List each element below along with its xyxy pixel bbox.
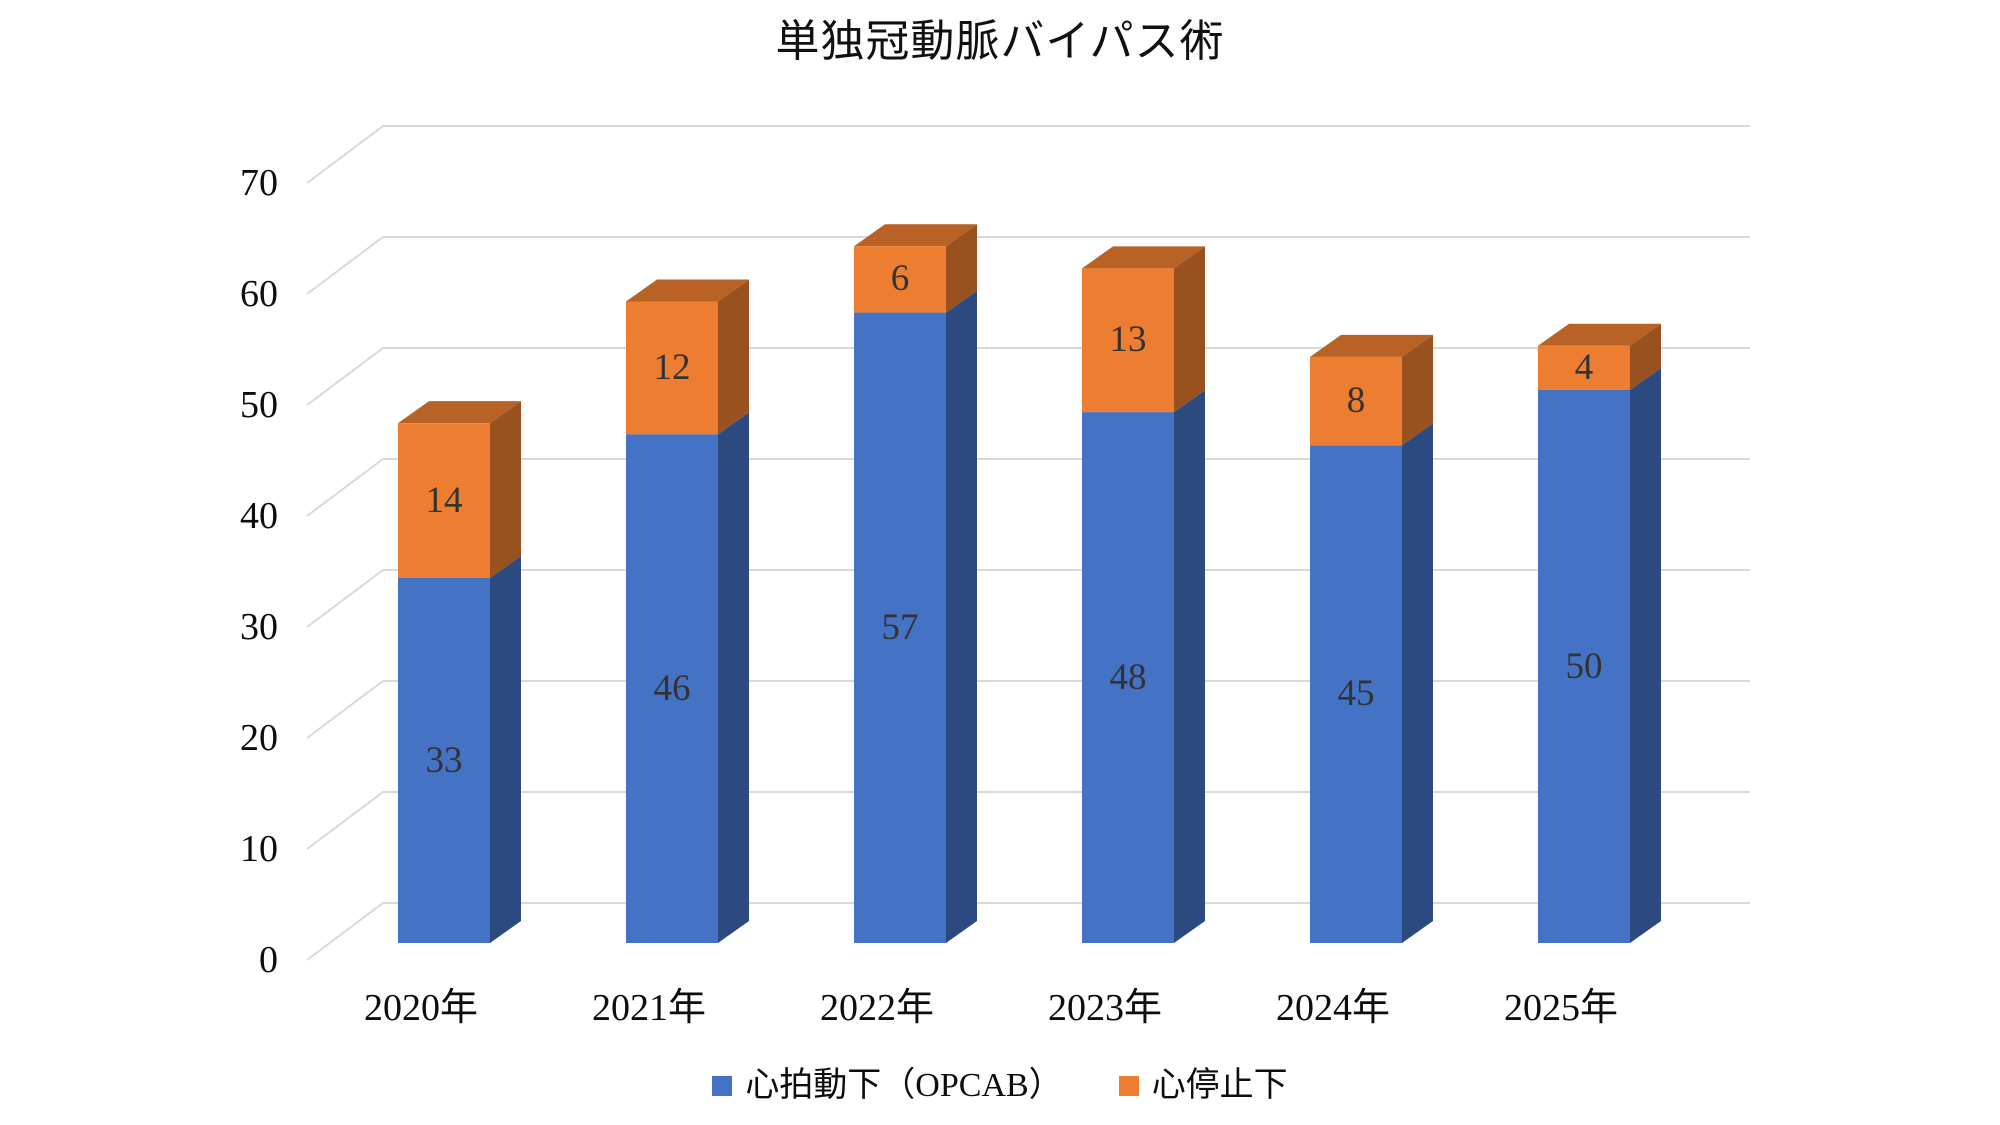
bar-segment-2022年	[854, 312, 946, 944]
x-axis-label-2020年: 2020年	[363, 987, 478, 1029]
gridline-20	[306, 680, 1750, 739]
data-label-2020年: 33	[425, 739, 463, 781]
bar-top-2020年	[398, 401, 521, 424]
x-axis-label-2021年: 2021年	[591, 987, 706, 1029]
legend-label: 心拍動下（OPCAB）	[745, 1067, 1063, 1104]
bar-side-2022年	[946, 290, 977, 944]
bar-segment-2024年	[1310, 445, 1402, 943]
bar-side-2022年	[946, 224, 977, 313]
bar-segment-2020年	[398, 578, 490, 943]
bar-side-2021年	[718, 279, 749, 435]
bar-side-2023年	[1174, 390, 1205, 943]
bar-segment-2025年	[1538, 390, 1630, 943]
gridline-40	[306, 458, 1750, 517]
bar-side-2024年	[1402, 423, 1433, 943]
data-label-2020年: 14	[425, 479, 463, 521]
bar-top-2023年	[1082, 246, 1205, 269]
gridline-60	[306, 236, 1750, 295]
gridline-10	[306, 791, 1750, 850]
gridline-30	[306, 569, 1750, 628]
y-axis-tick-50: 50	[240, 384, 278, 426]
data-label-2024年: 8	[1346, 380, 1366, 422]
bar-side-2020年	[490, 556, 521, 943]
chart-title: 単独冠動脈バイパス術	[775, 17, 1225, 66]
bar-segment-2024年	[1310, 356, 1402, 446]
data-label-2021年: 46	[653, 667, 691, 709]
data-label-2023年: 48	[1109, 656, 1147, 698]
data-label-2025年: 4	[1574, 346, 1594, 388]
y-axis-tick-20: 20	[240, 717, 278, 759]
y-axis-tick-0: 0	[259, 939, 278, 981]
legend-item: 心拍動下（OPCAB）	[712, 1066, 1063, 1106]
y-axis-tick-70: 70	[240, 162, 278, 204]
x-axis-label-2025年: 2025年	[1503, 987, 1618, 1029]
bar-segment-2021年	[626, 301, 718, 435]
x-axis-label-2023年: 2023年	[1047, 987, 1162, 1029]
bar-side-2023年	[1174, 246, 1205, 413]
bar-top-2022年	[854, 224, 977, 247]
x-axis-label-2024年: 2024年	[1275, 987, 1390, 1029]
bar-top-2021年	[626, 279, 749, 302]
y-axis-tick-30: 30	[240, 606, 278, 648]
bar-segment-2025年	[1538, 345, 1630, 390]
gridline-70	[306, 125, 1750, 184]
bar-segment-2023年	[1082, 268, 1174, 413]
legend-item: 心停止下	[1118, 1066, 1288, 1106]
y-axis-tick-10: 10	[240, 828, 278, 870]
bar-segment-2021年	[626, 434, 718, 943]
bar-segment-2023年	[1082, 412, 1174, 943]
bar-side-2025年	[1630, 323, 1661, 390]
gridline-50	[306, 347, 1750, 406]
data-label-2023年: 13	[1109, 319, 1147, 361]
bar-side-2020年	[490, 401, 521, 579]
data-label-2022年: 57	[881, 606, 919, 648]
data-label-2025年: 50	[1565, 645, 1603, 687]
data-label-2022年: 6	[890, 258, 910, 300]
bar-top-2024年	[1310, 334, 1433, 357]
gridline-0	[306, 902, 1750, 961]
y-axis-tick-40: 40	[240, 495, 278, 537]
data-label-2021年: 12	[653, 346, 691, 388]
legend: 心拍動下（OPCAB） 心停止下	[0, 1066, 2000, 1106]
legend-swatch	[1118, 1076, 1139, 1096]
bar-side-2021年	[718, 412, 749, 943]
bar-side-2025年	[1630, 368, 1661, 943]
y-axis-tick-60: 60	[240, 273, 278, 315]
data-label-2024年: 45	[1337, 673, 1375, 715]
bar-side-2024年	[1402, 334, 1433, 446]
legend-label: 心停止下	[1151, 1067, 1288, 1104]
bar-segment-2022年	[854, 246, 946, 313]
bar-segment-2020年	[398, 423, 490, 579]
x-axis-label-2022年: 2022年	[819, 987, 934, 1029]
bar-top-2025年	[1538, 323, 1661, 346]
legend-swatch	[712, 1076, 733, 1096]
